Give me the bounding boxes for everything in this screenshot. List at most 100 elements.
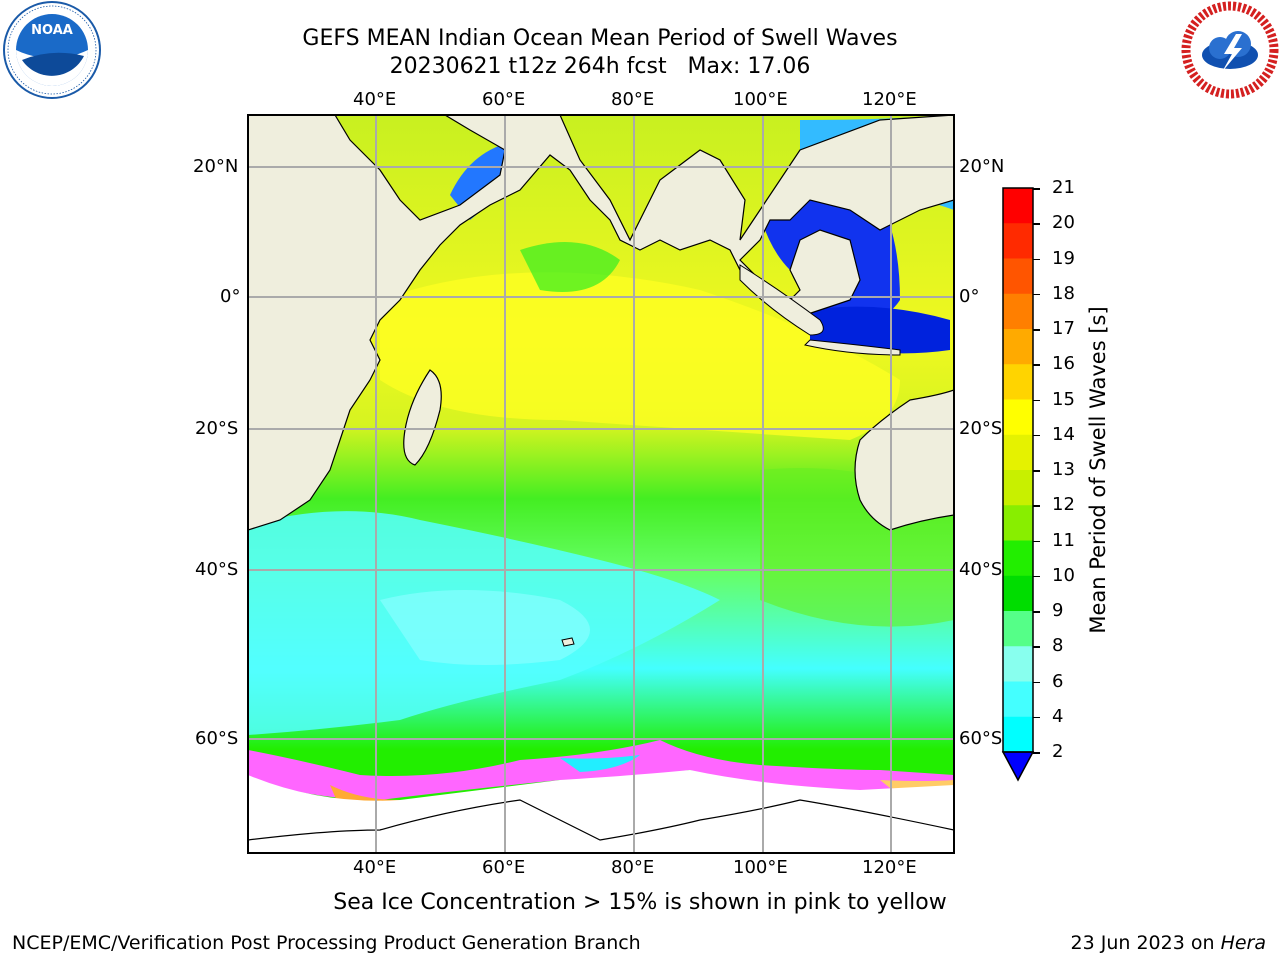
colorbar-tick-mark [1033,681,1040,683]
colorbar-tick-label: 20 [1052,212,1075,234]
colorbar-tick-mark [1033,470,1040,472]
map-title: GEFS MEAN Indian Ocean Mean Period of Sw… [302,26,898,51]
lon-label-bottom: 80°E [611,857,655,878]
colorbar-tick-label: 10 [1052,564,1075,586]
colorbar-tick-mark [1033,188,1040,190]
colorbar-tick-label: 21 [1052,177,1075,198]
colorbar-swatch [1003,223,1033,259]
colorbar-swatch [1003,575,1033,612]
landmass-java [804,339,901,356]
swell-high-region [380,272,900,440]
graticule [248,115,954,853]
lat-label-left: 40°S [195,559,239,580]
colorbar-swatch [1003,258,1033,295]
svg-text:NOAA: NOAA [31,23,73,38]
colorbar [1001,187,1035,782]
colorbar-swatch [1003,188,1033,224]
colorbar-tick-mark [1033,364,1040,366]
antarctic-coastline [248,799,954,841]
lon-label-top: 100°E [733,89,788,110]
colorbar-tick-label: 2 [1052,741,1064,762]
run-machine: Hera [1220,932,1266,954]
lat-label-left: 20°N [193,156,239,177]
lon-label-bottom: 120°E [862,857,917,878]
colorbar-tick-mark [1033,716,1040,719]
colorbar-tick-label: 4 [1052,705,1064,727]
colorbar-tick-mark [1033,434,1040,437]
colorbar-swatch [1003,505,1033,541]
colorbar-label: Mean Period of Swell Waves [s] [1086,306,1110,634]
lon-label-bottom: 40°E [353,857,397,878]
lon-label-bottom: 60°E [482,857,526,878]
colorbar-tick-mark [1033,540,1040,542]
run-date-text: 23 Jun 2023 on [1070,932,1221,954]
map-frame [247,114,955,854]
colorbar-tick-mark [1033,293,1040,296]
colorbar-tick-mark [1033,223,1040,225]
landmass-madagascar [403,369,442,466]
lat-label-right: 60°S [959,728,1003,749]
colorbar-tick-label: 11 [1052,529,1075,551]
colorbar-tick-label: 12 [1052,494,1075,516]
lon-label-top: 80°E [611,89,655,110]
sea-ice-gap [560,755,640,772]
colorbar-tick-mark [1033,505,1040,507]
colorbar-tick-mark [1033,258,1040,260]
colorbar-swatch [1003,470,1033,506]
landmass-australia [854,389,954,531]
landmass-north [248,115,954,531]
island-kerguelen [561,637,575,647]
colorbar-swatch [1003,293,1033,330]
landmass-sumatra [739,264,824,336]
colorbar-under-arrow [1001,751,1035,782]
lat-label-right: 40°S [959,559,1003,580]
colorbar-tick-label: 15 [1052,388,1075,410]
lon-label-top: 60°E [482,89,526,110]
swell-patch [520,242,620,292]
lat-label-left: 60°S [195,728,239,749]
lat-label-left: 20°S [195,418,239,439]
lat-label-right: 0° [959,286,980,307]
colorbar-tick-label: 14 [1052,423,1075,445]
lon-label-top: 40°E [353,89,397,110]
colorbar-tick-mark [1033,646,1040,648]
colorbar-tick-mark [1033,329,1040,331]
swell-low-core [380,590,590,665]
landmass-antarctica [248,770,954,853]
swell-java-sea [810,306,950,354]
colorbar-swatch [1003,399,1033,436]
colorbar-tick-mark [1033,399,1040,401]
colorbar-tick-label: 9 [1052,600,1064,621]
lat-label-right: 20°S [959,418,1003,439]
lat-label-left: 0° [220,286,241,307]
colorbar-swatch [1003,681,1033,718]
map-subtitle: 20230621 t12z 264h fcst Max: 17.06 [389,54,811,79]
colorbar-swatch [1003,364,1033,400]
colorbar-swatch [1003,329,1033,365]
colorbar-tick-label: 16 [1052,353,1075,375]
colorbar-tick-label: 19 [1052,247,1075,269]
colorbar-swatch [1003,611,1033,647]
colorbar-swatch [1003,716,1033,753]
colorbar-tick-mark [1033,575,1040,578]
run-date: 23 Jun 2023 on Hera [1071,932,1266,954]
lon-label-bottom: 100°E [733,857,788,878]
colorbar-tick-label: 17 [1052,318,1075,339]
colorbar-swatch [1003,540,1033,577]
lat-label-right: 20°N [959,156,1005,177]
branch-credit: NCEP/EMC/Verification Post Processing Pr… [12,932,641,954]
noaa-logo: NOAA [2,0,102,100]
sea-ice-note: Sea Ice Concentration > 15% is shown in … [333,890,947,915]
colorbar-tick-label: 18 [1052,282,1075,304]
colorbar-swatch [1003,646,1033,682]
colorbar-swatch [1003,434,1033,471]
lon-label-top: 120°E [862,89,917,110]
colorbar-tick-mark [1033,752,1040,754]
nws-logo [1180,0,1280,100]
colorbar-tick-label: 6 [1052,670,1064,692]
colorbar-swatches [1003,188,1033,753]
colorbar-tick-mark [1033,611,1040,613]
colorbar-tick-label: 8 [1052,635,1064,657]
colorbar-tick-label: 13 [1052,459,1075,480]
